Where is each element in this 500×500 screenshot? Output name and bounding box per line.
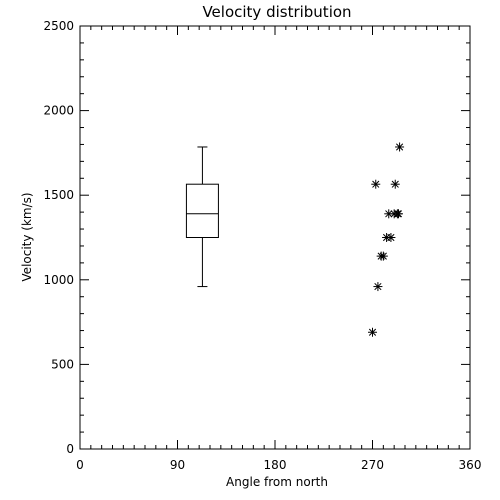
asterisk-stroke: [368, 328, 377, 336]
asterisk-stroke: [394, 210, 403, 218]
x-tick-label: 90: [170, 458, 185, 472]
x-tick-label: 0: [76, 458, 84, 472]
x-axis: 0 90 180 270 360: [76, 26, 481, 472]
data-point: [395, 142, 405, 152]
data-point: [368, 327, 377, 337]
plot-frame: [79, 25, 471, 450]
x-tick-label: 360: [459, 458, 482, 472]
data-point: [390, 179, 400, 189]
asterisk-stroke: [395, 143, 404, 151]
asterisk-stroke: [374, 282, 382, 291]
x-tick-label: 180: [264, 458, 287, 472]
data-point: [378, 251, 388, 261]
y-axis: 0 500 1000 1500 2000 2500: [43, 19, 470, 456]
y-tick-label: 1000: [43, 273, 74, 287]
y-tick-label: 1500: [43, 188, 74, 202]
asterisk-stroke: [372, 180, 380, 188]
y-tick-label: 2500: [43, 19, 74, 33]
x-axis-label: Angle from north: [226, 475, 328, 489]
y-axis-label: Velocity (km/s): [20, 192, 34, 281]
asterisk-stroke: [385, 210, 393, 218]
chart-title: Velocity distribution: [202, 3, 351, 21]
x-tick-label: 270: [361, 458, 384, 472]
data-point: [394, 209, 403, 219]
asterisk-stroke: [391, 180, 399, 188]
interquartile-box: [185, 183, 219, 238]
data-point: [371, 179, 381, 189]
asterisk-stroke: [387, 233, 395, 242]
box-plot: [185, 146, 219, 288]
y-tick-label: 500: [51, 357, 74, 371]
asterisk-stroke: [379, 252, 387, 260]
y-tick-label: 0: [66, 442, 74, 456]
y-tick-label: 2000: [43, 104, 74, 118]
scatter-points: [368, 142, 405, 337]
data-point: [386, 233, 396, 242]
data-point: [373, 282, 383, 292]
